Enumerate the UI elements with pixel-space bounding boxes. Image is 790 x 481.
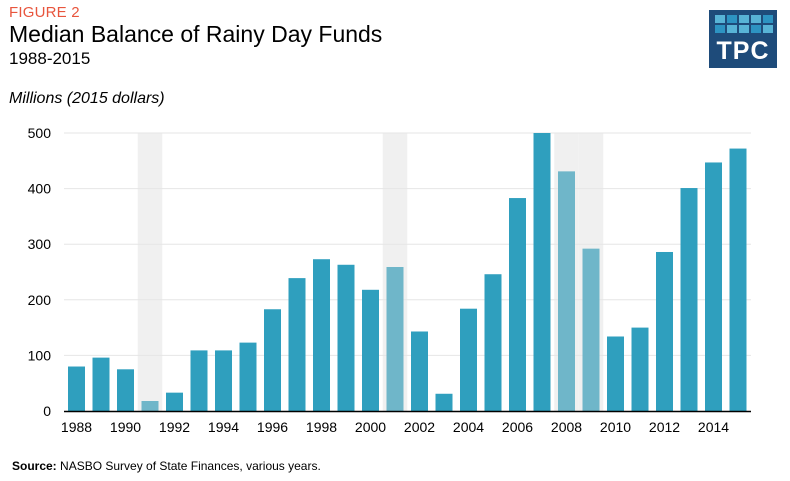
tpc-logo: TPC [709, 10, 777, 68]
bar-2006 [509, 198, 526, 411]
x-tick-label: 2008 [551, 419, 582, 435]
bar-2011 [631, 327, 649, 411]
bar-2003 [435, 393, 453, 411]
x-tick-label: 1998 [306, 419, 337, 435]
bar-2000 [362, 289, 379, 411]
y-tick-label: 500 [28, 125, 52, 141]
x-tick-label: 2012 [649, 419, 680, 435]
bar-1992 [166, 392, 183, 411]
x-tick-label: 2004 [453, 419, 484, 435]
bar-1991 [141, 400, 159, 411]
bar-1996 [264, 309, 281, 411]
bar-2002 [411, 331, 428, 411]
x-tick-label: 2014 [698, 419, 729, 435]
bar-1994 [215, 350, 232, 411]
y-tick-label: 200 [28, 292, 52, 308]
bar-1990 [117, 369, 134, 411]
x-tick-label: 1988 [61, 419, 92, 435]
chart-title: Median Balance of Rainy Day Funds [9, 21, 383, 47]
y-tick-label: 300 [28, 236, 52, 252]
bar-2007 [533, 133, 551, 411]
bar-2013 [680, 188, 698, 411]
bars [68, 133, 747, 411]
bar-1997 [288, 278, 306, 411]
logo-grid-icon [715, 15, 773, 33]
y-tick-label: 100 [28, 347, 52, 363]
x-axis-ticks: 1988 1990 1992 1994 1996 1998 2000 2002 2004 2006… [61, 419, 729, 435]
y-axis-units-label: Millions (2015 dollars) [9, 90, 165, 107]
bar-1993 [190, 350, 208, 411]
x-tick-label: 2006 [502, 419, 533, 435]
bar-2001 [386, 266, 404, 411]
bar-2015 [729, 148, 747, 411]
bar-1998 [313, 259, 330, 411]
y-tick-label: 0 [43, 403, 51, 419]
source-text: NASBO Survey of State Finances, various … [56, 459, 321, 473]
x-tick-label: 2010 [600, 419, 631, 435]
x-tick-label: 2000 [355, 419, 386, 435]
bar-chart: 0 100 200 300 400 500 1988 1990 1992 1994 1996 199… [28, 125, 751, 435]
x-tick-label: 1992 [159, 419, 190, 435]
bar-2009 [582, 248, 600, 411]
bar-2010 [607, 336, 624, 411]
x-tick-label: 1990 [110, 419, 141, 435]
x-tick-label: 1994 [208, 419, 239, 435]
source-note: Source: NASBO Survey of State Finances, … [12, 459, 321, 473]
gridlines [64, 132, 751, 356]
y-tick-label: 400 [28, 181, 52, 197]
logo-text: TPC [716, 37, 770, 65]
chart-subtitle: 1988-2015 [9, 49, 91, 68]
x-tick-label: 1996 [257, 419, 288, 435]
recession-band-1991 [137, 133, 163, 411]
source-label: Source: [12, 459, 57, 473]
bar-1988 [68, 366, 85, 411]
bar-2014 [705, 162, 722, 411]
bar-2008 [558, 171, 575, 411]
bar-2004 [460, 308, 477, 411]
bar-2012 [656, 251, 673, 411]
x-tick-label: 2002 [404, 419, 435, 435]
bar-1989 [92, 357, 110, 411]
figure-label: FIGURE 2 [9, 4, 80, 21]
bar-1995 [239, 342, 257, 411]
bar-2005 [484, 274, 502, 411]
bar-1999 [337, 264, 355, 411]
y-axis-ticks: 0 100 200 300 400 500 [28, 125, 52, 419]
